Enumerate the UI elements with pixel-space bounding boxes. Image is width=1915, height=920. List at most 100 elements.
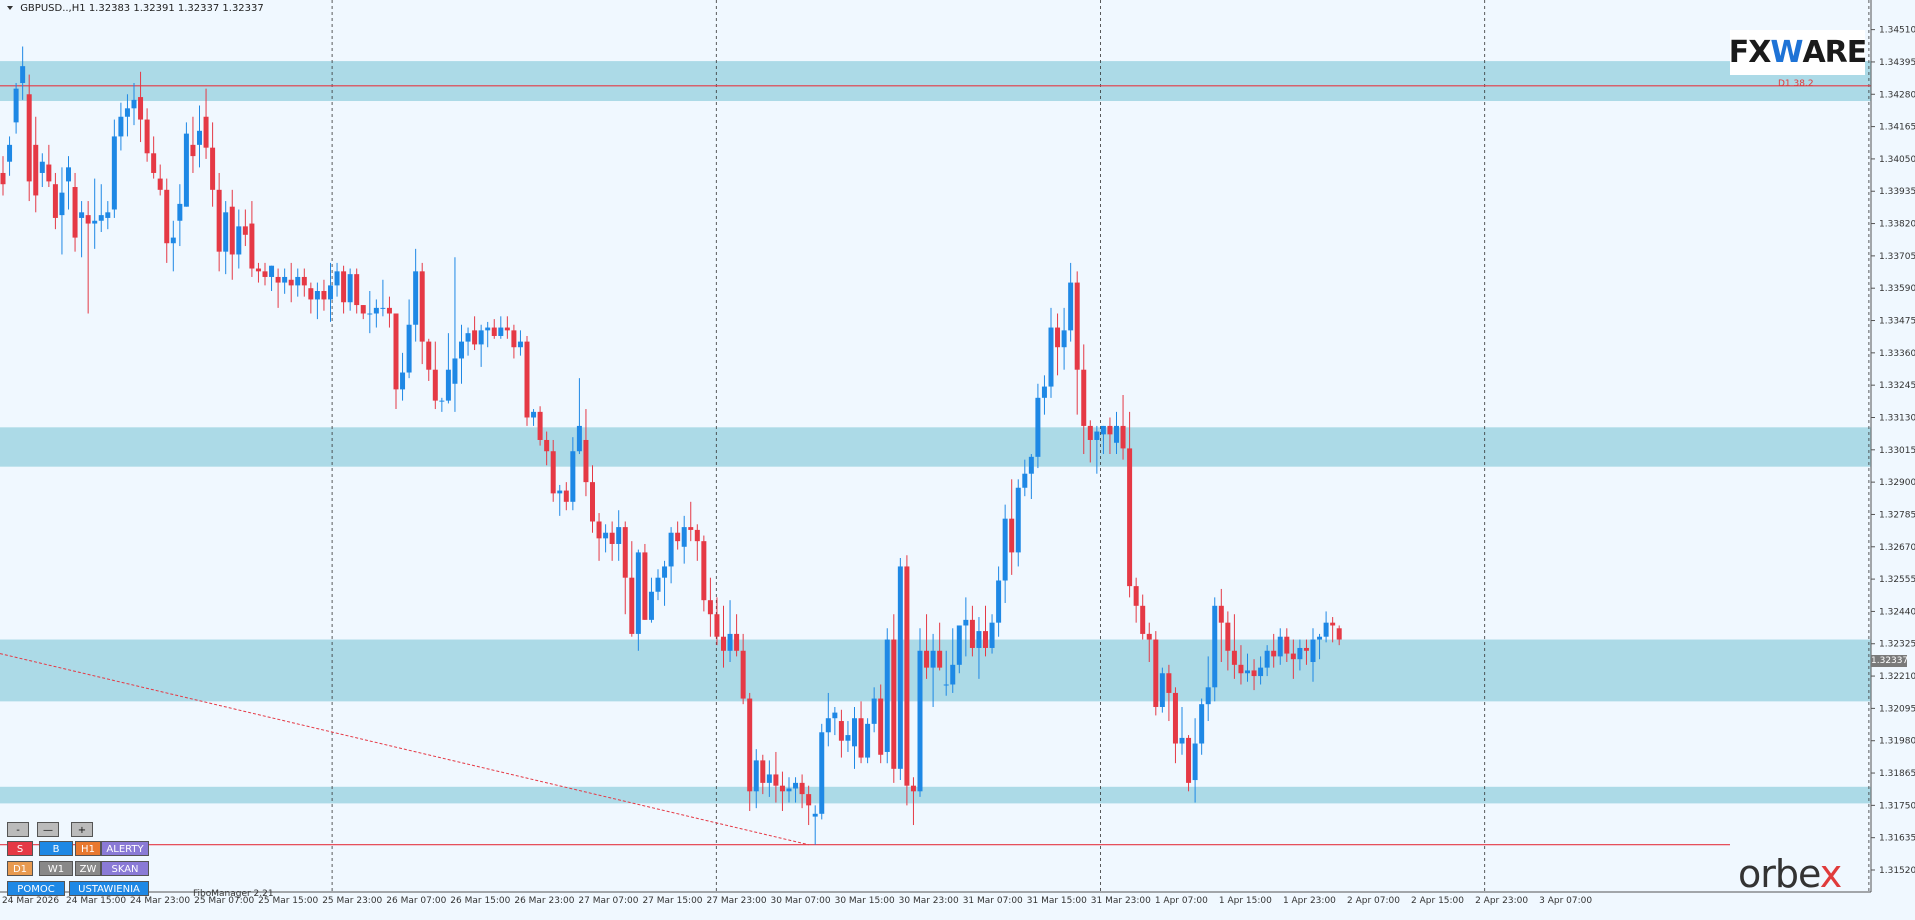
zw-button[interactable]: ZW [75,861,101,876]
candle-body [1140,605,1146,634]
candle-body [380,307,386,309]
candle-body [262,271,268,277]
time-axis-label: 30 Mar 15:00 [835,896,895,906]
candle-body [727,633,733,651]
candle-body [1068,282,1074,331]
minimize-button[interactable]: — [37,822,59,837]
candle-body [642,552,648,620]
candle-body [491,327,497,336]
candle-body [1094,431,1100,440]
candle-body [465,333,471,342]
candle-body [393,313,399,390]
candle-body [223,212,229,252]
candle-body [779,785,785,792]
price-axis-label: 1.32670 [1879,543,1915,553]
candle-body [668,532,674,567]
candle-body [983,631,988,648]
time-axis-label: 25 Mar 23:00 [322,896,382,906]
time-axis-label: 1 Apr 07:00 [1155,896,1208,906]
buy-button[interactable]: B [39,841,73,856]
candle-body [282,276,288,283]
time-axis-label: 31 Mar 23:00 [1091,896,1151,906]
candle-body [105,212,111,218]
timeframe-h1-button[interactable]: H1 [75,841,101,856]
candle-body [596,521,602,539]
candle-body [675,532,681,542]
candle-body [72,187,78,238]
candle-body [373,307,379,314]
candle-body [328,285,333,300]
candle-body [924,650,930,668]
candle-body [131,99,137,109]
candle-body [1015,487,1021,553]
price-axis-label: 1.33015 [1879,446,1915,456]
candle-body [812,813,818,817]
time-axis-label: 30 Mar 23:00 [899,896,959,906]
price-axis-label: 1.34165 [1879,123,1915,133]
price-axis-label: 1.33245 [1879,381,1915,391]
candle-body [557,490,563,494]
timeframe-w1-button[interactable]: W1 [39,861,73,876]
candle-body [439,400,445,402]
candle-body [504,327,510,331]
alerts-button[interactable]: ALERTY [101,841,149,856]
sell-button[interactable]: S [7,841,33,856]
candle-body [124,108,130,117]
candle-body [793,782,799,789]
candle-body [354,274,360,306]
scan-button[interactable]: SKAN [101,861,149,876]
candle-body [478,330,484,345]
candle-body [498,327,504,336]
price-axis-label: 1.31980 [1879,737,1915,747]
timeframe-d1-button[interactable]: D1 [7,861,33,876]
candle-body [321,291,327,300]
time-axis-label: 2 Apr 23:00 [1475,896,1528,906]
candle-body [229,206,235,255]
candle-body [314,291,320,300]
chart-header: GBPUSD..,H1 1.32383 1.32391 1.32337 1.32… [7,3,264,14]
candle-body [721,636,726,651]
price-axis-label: 1.34280 [1879,90,1915,100]
time-axis-label: 30 Mar 07:00 [771,896,831,906]
candle-body [648,591,654,620]
time-axis-label: 31 Mar 07:00 [963,896,1023,906]
candle-body [151,153,157,173]
current-price-tag: 1.32337 [1871,655,1909,667]
price-axis-label: 1.31520 [1879,866,1915,876]
candle-body [799,782,805,795]
candle-body [1205,687,1211,705]
candle-body [432,369,438,401]
price-axis-label: 1.33705 [1879,252,1915,262]
price-axis-label: 1.32900 [1879,478,1915,488]
candle-body [400,372,406,390]
time-axis-label: 1 Apr 23:00 [1283,896,1336,906]
candle-body [760,760,766,783]
candle-body [531,411,537,418]
candle-body [426,341,432,370]
candle-body [1271,650,1277,657]
candle-body [1258,667,1264,677]
candle-body [118,116,124,137]
dropdown-arrow-icon[interactable] [7,6,13,10]
candle-body [308,288,314,300]
zoom-in-button[interactable]: + [71,822,93,837]
candle-body [1166,673,1172,693]
price-axis-label: 1.33820 [1879,220,1915,230]
zoom-out-button[interactable]: - [7,822,29,837]
help-button[interactable]: POMOC [7,881,65,896]
candle-body [1284,636,1290,654]
sr-zone [0,786,1871,804]
candle-body [1087,425,1093,440]
candle-body [963,619,969,626]
candle-body [969,619,975,648]
candle-body [1172,692,1178,744]
candle-body [943,684,949,686]
candle-body [1179,737,1185,744]
candle-body [734,633,740,651]
candle-body [570,451,576,502]
price-axis-label: 1.31865 [1879,769,1915,779]
candle-body [1238,664,1244,674]
settings-button[interactable]: USTAWIENIA [69,881,149,896]
